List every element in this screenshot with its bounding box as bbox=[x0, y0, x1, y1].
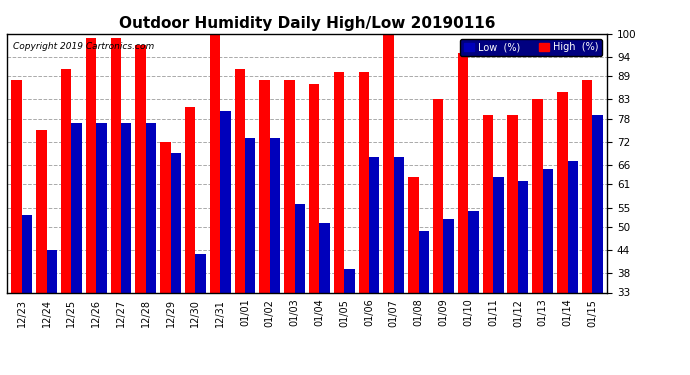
Bar bbox=[146, 123, 156, 375]
Bar bbox=[543, 169, 553, 375]
Bar bbox=[61, 69, 71, 375]
Text: Copyright 2019 Cartronics.com: Copyright 2019 Cartronics.com bbox=[13, 42, 154, 51]
Bar bbox=[483, 115, 493, 375]
Bar bbox=[444, 219, 454, 375]
Bar bbox=[210, 34, 220, 375]
Bar bbox=[185, 107, 195, 375]
Legend: Low  (%), High  (%): Low (%), High (%) bbox=[460, 39, 602, 56]
Bar bbox=[592, 115, 603, 375]
Bar bbox=[394, 158, 404, 375]
Bar bbox=[11, 80, 22, 375]
Bar bbox=[121, 123, 131, 375]
Bar bbox=[170, 153, 181, 375]
Bar bbox=[557, 92, 567, 375]
Bar bbox=[359, 72, 369, 375]
Bar bbox=[235, 69, 245, 375]
Bar bbox=[369, 158, 380, 375]
Bar bbox=[384, 34, 394, 375]
Bar bbox=[334, 72, 344, 375]
Bar bbox=[582, 80, 592, 375]
Bar bbox=[270, 138, 280, 375]
Bar bbox=[47, 250, 57, 375]
Bar bbox=[419, 231, 429, 375]
Bar bbox=[135, 45, 146, 375]
Bar bbox=[220, 111, 230, 375]
Bar bbox=[344, 269, 355, 375]
Bar bbox=[507, 115, 518, 375]
Bar bbox=[518, 180, 529, 375]
Bar bbox=[408, 177, 419, 375]
Title: Outdoor Humidity Daily High/Low 20190116: Outdoor Humidity Daily High/Low 20190116 bbox=[119, 16, 495, 31]
Bar bbox=[458, 53, 469, 375]
Bar bbox=[567, 161, 578, 375]
Bar bbox=[319, 223, 330, 375]
Bar bbox=[195, 254, 206, 375]
Bar bbox=[96, 123, 107, 375]
Bar bbox=[309, 84, 319, 375]
Bar bbox=[160, 142, 170, 375]
Bar bbox=[469, 211, 479, 375]
Bar bbox=[71, 123, 82, 375]
Bar bbox=[433, 99, 444, 375]
Bar bbox=[86, 38, 96, 375]
Bar bbox=[532, 99, 543, 375]
Bar bbox=[22, 215, 32, 375]
Bar bbox=[284, 80, 295, 375]
Bar bbox=[259, 80, 270, 375]
Bar bbox=[295, 204, 305, 375]
Bar bbox=[493, 177, 504, 375]
Bar bbox=[245, 138, 255, 375]
Bar bbox=[110, 38, 121, 375]
Bar bbox=[36, 130, 47, 375]
